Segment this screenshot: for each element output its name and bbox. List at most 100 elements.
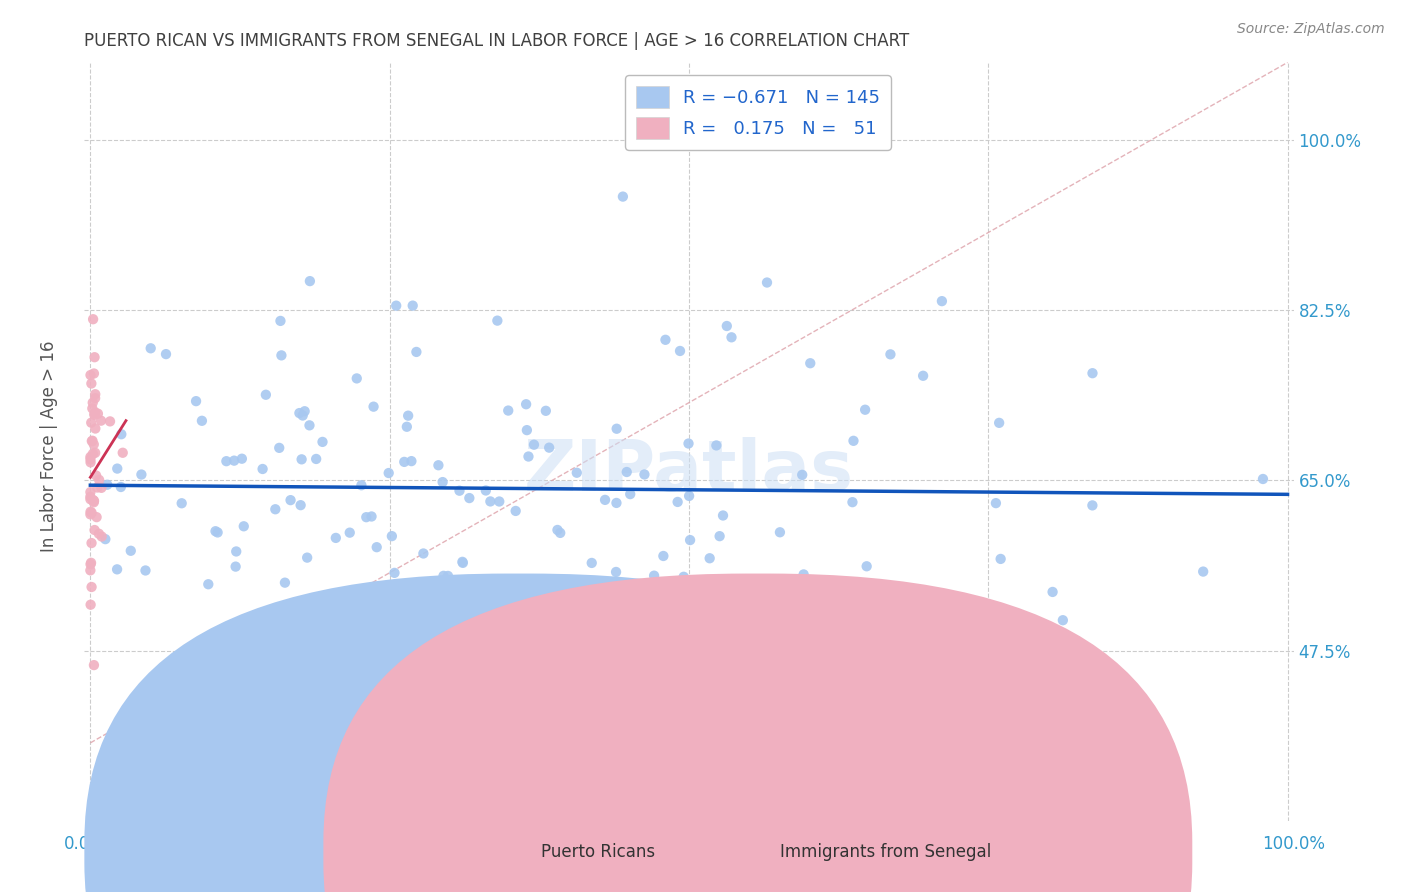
Point — [988, 416, 1011, 430]
Point — [606, 422, 628, 436]
Point — [83, 367, 105, 381]
Point — [478, 579, 501, 593]
Point — [80, 580, 103, 594]
Point — [84, 387, 107, 401]
Point — [841, 495, 863, 509]
Point — [290, 498, 312, 512]
Point — [325, 531, 347, 545]
Point — [291, 409, 314, 423]
Point — [294, 404, 316, 418]
Point — [80, 434, 103, 448]
Text: Immigrants from Senegal: Immigrants from Senegal — [780, 843, 991, 862]
Point — [79, 485, 101, 500]
Point — [84, 468, 107, 483]
Point — [437, 569, 460, 583]
Point — [538, 441, 561, 455]
Point — [432, 475, 454, 489]
Point — [82, 395, 104, 409]
Point — [254, 388, 277, 402]
Point — [215, 454, 238, 468]
Point — [134, 564, 156, 578]
Point — [82, 447, 104, 461]
Point — [616, 465, 638, 479]
Point — [79, 598, 101, 612]
Point — [84, 446, 107, 460]
Text: In Labor Force | Age > 16: In Labor Force | Age > 16 — [41, 340, 58, 552]
Point — [799, 356, 821, 370]
Point — [90, 414, 112, 428]
Point — [676, 606, 699, 620]
Point — [720, 330, 742, 344]
Point — [79, 368, 101, 382]
Point — [84, 391, 107, 405]
Point — [197, 577, 219, 591]
Text: ZIPatlas: ZIPatlas — [524, 437, 853, 507]
Point — [408, 583, 430, 598]
Point — [86, 510, 108, 524]
Point — [82, 493, 104, 508]
Point — [769, 525, 792, 540]
Point — [83, 523, 105, 537]
Point — [86, 481, 108, 495]
Point — [678, 436, 700, 450]
Point — [699, 551, 721, 566]
Point — [612, 591, 634, 605]
Point — [546, 523, 568, 537]
Point — [204, 524, 226, 539]
Point — [87, 526, 110, 541]
Point — [486, 313, 509, 327]
Point — [1251, 472, 1274, 486]
Point — [366, 540, 388, 554]
Point — [396, 409, 419, 423]
Point — [394, 455, 416, 469]
Point — [412, 546, 434, 560]
Point — [79, 452, 101, 467]
Point — [87, 407, 110, 421]
Point — [402, 299, 425, 313]
Point — [855, 559, 877, 574]
Point — [458, 491, 481, 505]
Point — [475, 483, 498, 498]
Point — [295, 550, 318, 565]
Point — [605, 565, 627, 579]
Point — [298, 274, 321, 288]
Point — [401, 454, 423, 468]
Point — [669, 343, 692, 358]
Point — [83, 407, 105, 421]
Point — [990, 552, 1012, 566]
Point — [449, 483, 471, 498]
Point — [96, 477, 118, 491]
Point — [711, 508, 734, 523]
Point — [679, 533, 702, 547]
Text: Source: ZipAtlas.com: Source: ZipAtlas.com — [1237, 22, 1385, 37]
Point — [79, 490, 101, 504]
Point — [79, 450, 101, 464]
Point — [392, 615, 415, 630]
Point — [155, 347, 177, 361]
Point — [79, 455, 101, 469]
Point — [80, 376, 103, 391]
Point — [80, 416, 103, 430]
Point — [565, 466, 588, 480]
Point — [479, 494, 502, 508]
Point — [83, 437, 105, 451]
Point — [581, 556, 603, 570]
Point — [79, 563, 101, 577]
Legend: R = −0.671   N = 145, R =   0.175   N =   51: R = −0.671 N = 145, R = 0.175 N = 51 — [626, 75, 891, 150]
Point — [405, 345, 427, 359]
Point — [505, 504, 527, 518]
Point — [264, 502, 287, 516]
Point — [384, 566, 406, 580]
Point — [619, 487, 641, 501]
Text: PUERTO RICAN VS IMMIGRANTS FROM SENEGAL IN LABOR FORCE | AGE > 16 CORRELATION CH: PUERTO RICAN VS IMMIGRANTS FROM SENEGAL … — [84, 32, 910, 50]
Point — [1042, 585, 1064, 599]
Point — [269, 441, 291, 455]
Point — [305, 452, 328, 467]
Point — [793, 567, 815, 582]
Point — [131, 467, 153, 482]
Point — [792, 467, 814, 482]
Point — [523, 438, 546, 452]
Point — [225, 544, 247, 558]
Point — [451, 555, 474, 569]
Point — [554, 607, 576, 622]
